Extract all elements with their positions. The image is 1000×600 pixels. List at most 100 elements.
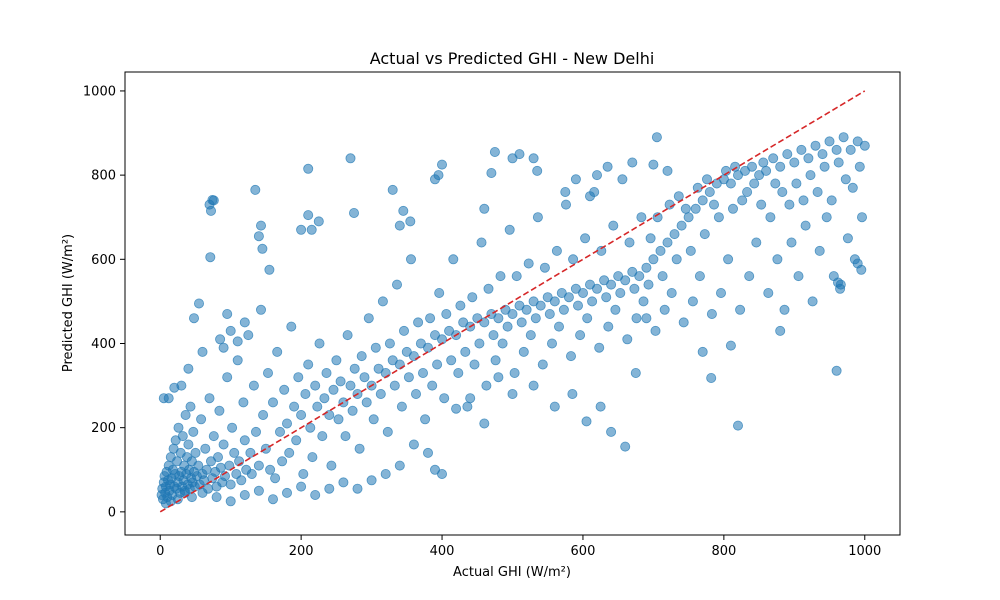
chart-title: Actual vs Predicted GHI - New Delhi: [370, 49, 655, 68]
data-point: [831, 144, 842, 155]
data-point: [549, 296, 560, 307]
data-point: [225, 325, 236, 336]
data-point: [838, 132, 849, 143]
data-point: [185, 401, 196, 412]
data-point: [433, 170, 444, 181]
data-point: [641, 313, 652, 324]
data-point: [232, 355, 243, 366]
data-point: [250, 426, 261, 437]
data-point: [744, 271, 755, 282]
data-point: [666, 287, 677, 298]
data-point: [786, 237, 797, 248]
data-point: [205, 252, 216, 263]
data-point: [504, 224, 515, 235]
data-point: [530, 313, 541, 324]
y-axis: 0 200 400 600 800 1000: [83, 84, 125, 520]
data-point: [495, 271, 506, 282]
data-point: [796, 144, 807, 155]
data-point: [205, 205, 216, 216]
data-point: [432, 359, 443, 370]
data-point: [669, 229, 680, 240]
data-point: [532, 165, 543, 176]
data-point: [842, 233, 853, 244]
data-point: [212, 452, 223, 463]
data-point: [245, 447, 256, 458]
data-point: [631, 313, 642, 324]
points-layer: [156, 132, 870, 509]
data-point: [204, 393, 215, 404]
data-point: [800, 220, 811, 231]
data-point: [709, 199, 720, 210]
data-point: [645, 233, 656, 244]
data-point: [854, 161, 865, 172]
data-point: [756, 199, 767, 210]
data-point: [474, 338, 485, 349]
data-point: [488, 330, 499, 341]
data-point: [317, 431, 328, 442]
data-point: [180, 409, 191, 420]
data-point: [422, 447, 433, 458]
data-point: [777, 186, 788, 197]
data-point: [239, 435, 250, 446]
data-point: [208, 195, 219, 206]
data-point: [427, 380, 438, 391]
data-point: [687, 296, 698, 307]
data-point: [650, 325, 661, 336]
data-point: [725, 178, 736, 189]
data-point: [296, 481, 307, 492]
data-point: [603, 321, 614, 332]
data-point: [761, 165, 772, 176]
data-point: [697, 195, 708, 206]
data-point: [453, 367, 464, 378]
data-point: [410, 388, 421, 399]
data-point: [793, 271, 804, 282]
data-point: [307, 452, 318, 463]
data-point: [549, 401, 560, 412]
data-point: [539, 262, 550, 273]
data-point: [272, 346, 283, 357]
data-point: [260, 443, 271, 454]
data-point: [643, 279, 654, 290]
data-point: [765, 212, 776, 223]
data-point: [479, 317, 490, 328]
data-point: [697, 346, 708, 357]
data-point: [333, 414, 344, 425]
data-point: [253, 485, 264, 496]
data-point: [592, 283, 603, 294]
data-point: [521, 304, 532, 315]
data-point: [348, 207, 359, 218]
data-point: [728, 203, 739, 214]
data-point: [518, 346, 529, 357]
data-point: [704, 186, 715, 197]
x-tick-label: 800: [711, 544, 736, 559]
data-point: [537, 359, 548, 370]
data-point: [312, 401, 323, 412]
data-point: [683, 212, 694, 223]
y-tick-label: 800: [91, 169, 116, 184]
data-point: [601, 292, 612, 303]
data-point: [222, 308, 233, 319]
data-point: [706, 372, 717, 383]
data-point: [592, 170, 603, 181]
data-point: [296, 224, 307, 235]
data-point: [528, 380, 539, 391]
data-point: [227, 422, 238, 433]
data-point: [627, 157, 638, 168]
data-point: [303, 163, 314, 174]
data-point: [768, 153, 779, 164]
data-point: [448, 254, 459, 265]
x-tick-label: 200: [289, 544, 314, 559]
data-point: [284, 447, 295, 458]
data-point: [859, 140, 870, 151]
data-point: [479, 418, 490, 429]
data-point: [566, 351, 577, 362]
data-point: [563, 292, 574, 303]
data-point: [303, 359, 314, 370]
data-point: [648, 254, 659, 265]
data-point: [274, 426, 285, 437]
data-point: [441, 308, 452, 319]
data-point: [673, 191, 684, 202]
data-point: [394, 460, 405, 471]
data-point: [267, 397, 278, 408]
